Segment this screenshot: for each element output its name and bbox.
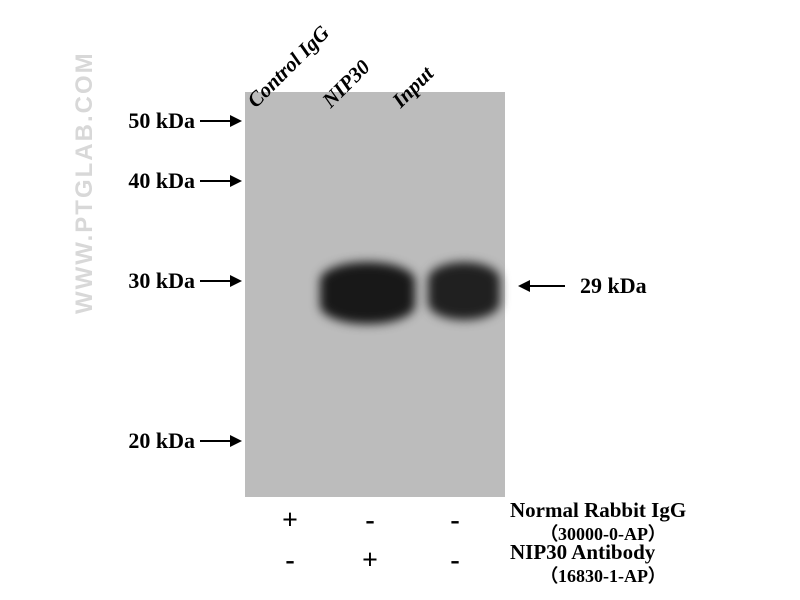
target-arrow-line [530, 285, 565, 287]
band-0 [320, 262, 415, 324]
mw-label-2: 30 kDa [128, 268, 195, 294]
mw-label-0: 50 kDa [128, 108, 195, 134]
indicator-r0-c2: - [440, 505, 470, 537]
mw-arrow-head-2 [230, 275, 242, 287]
mw-arrow-head-3 [230, 435, 242, 447]
indicator-r1-c0: - [275, 545, 305, 577]
mw-arrow-line-3 [200, 440, 230, 442]
mw-label-1: 40 kDa [128, 168, 195, 194]
mw-arrow-head-0 [230, 115, 242, 127]
indicator-r0-c1: - [355, 505, 385, 537]
mw-arrow-line-1 [200, 180, 230, 182]
mw-arrow-line-0 [200, 120, 230, 122]
band-1 [428, 262, 500, 320]
mw-arrow-head-1 [230, 175, 242, 187]
reagent-cat-1: （16830-1-AP） [540, 562, 666, 588]
target-label: 29 kDa [580, 273, 647, 299]
target-arrow-head [518, 280, 530, 292]
indicator-r0-c0: + [275, 505, 305, 537]
indicator-r1-c1: + [355, 545, 385, 577]
indicator-r1-c2: - [440, 545, 470, 577]
mw-arrow-line-2 [200, 280, 230, 282]
mw-label-3: 20 kDa [128, 428, 195, 454]
watermark: WWW.PTGLAB.COM [71, 51, 99, 314]
